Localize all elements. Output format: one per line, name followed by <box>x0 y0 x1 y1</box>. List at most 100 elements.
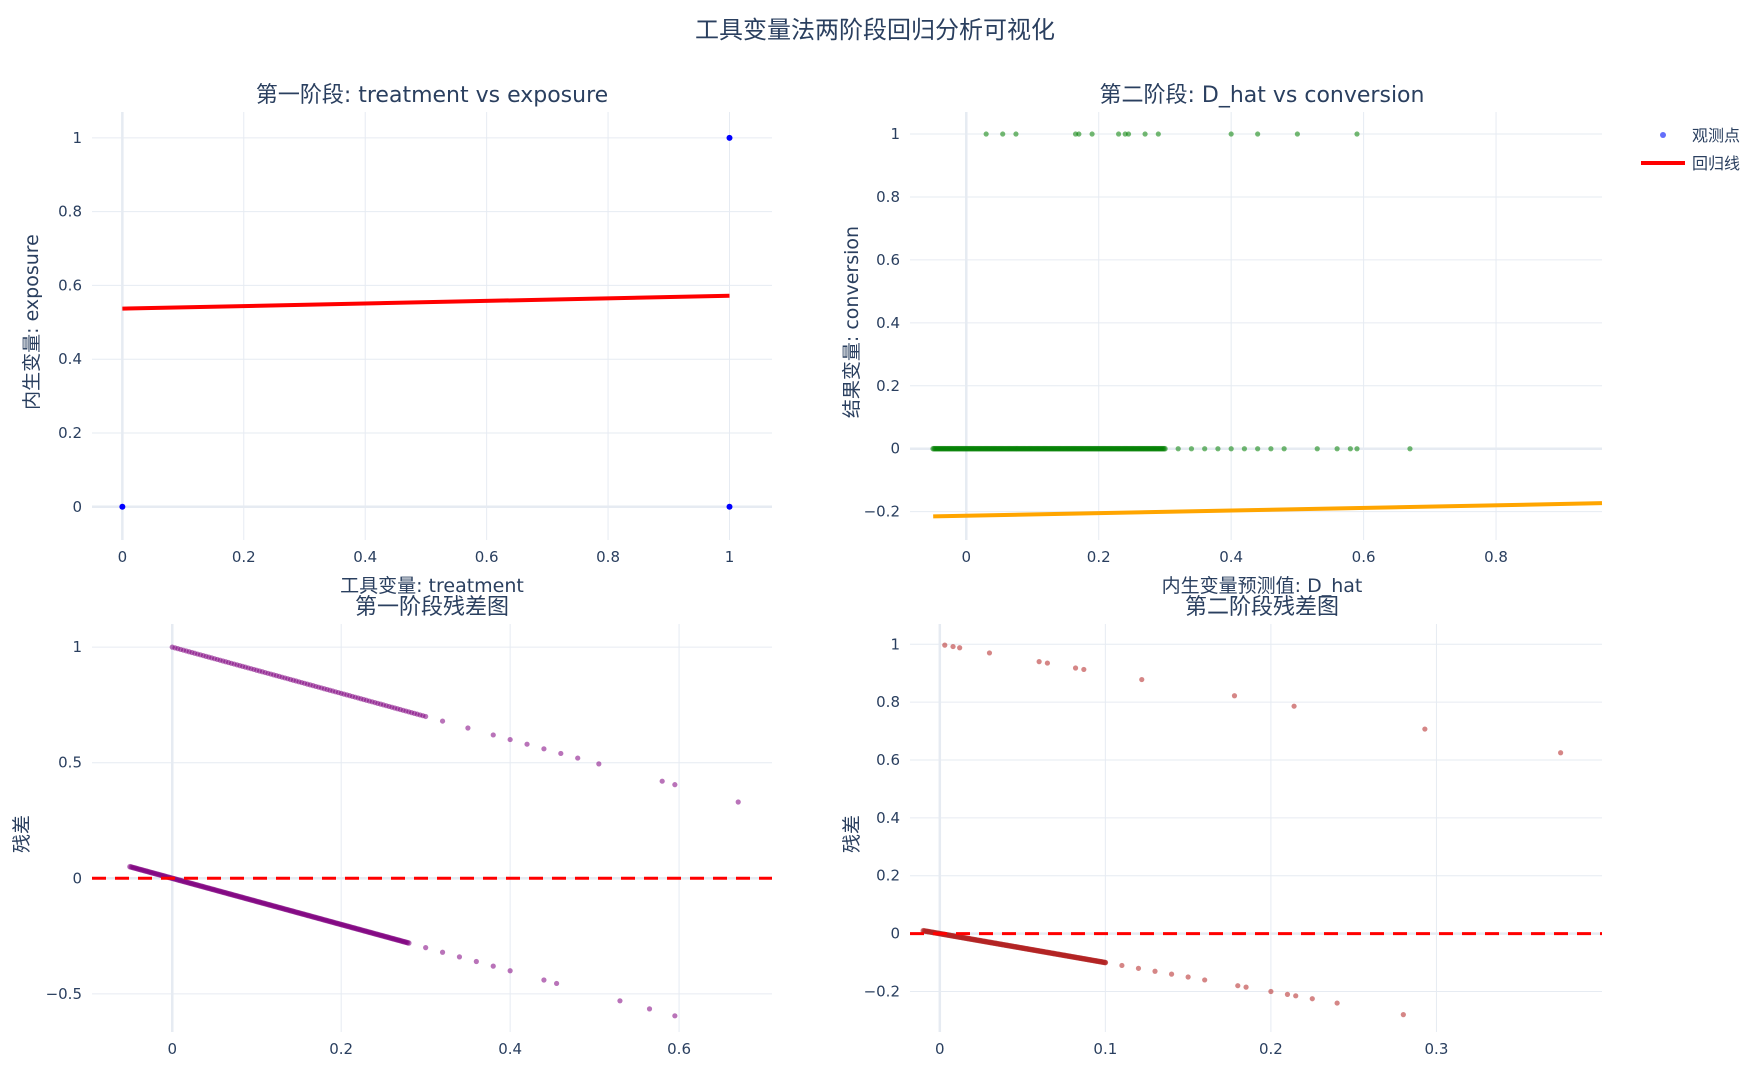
data-point <box>1155 131 1161 137</box>
y-tick-label: 0.4 <box>876 809 900 827</box>
data-point <box>1013 131 1019 137</box>
data-point <box>423 713 429 720</box>
x-tick-label: 0.2 <box>1259 1040 1283 1058</box>
data-point <box>1135 965 1142 971</box>
data-point <box>1044 660 1051 666</box>
data-point <box>1243 984 1249 990</box>
data-point <box>558 750 564 757</box>
x-tick-label: 1 <box>725 548 735 566</box>
panel-title: 第一阶段: treatment vs exposure <box>256 83 608 108</box>
data-point <box>1314 446 1320 452</box>
data-point <box>1293 993 1299 999</box>
data-point <box>1334 1000 1340 1006</box>
data-point <box>575 755 581 761</box>
y-tick-label: 0 <box>890 440 900 458</box>
data-point <box>1081 666 1087 673</box>
data-point <box>1076 131 1082 137</box>
data-point <box>1558 750 1564 756</box>
data-point <box>1125 131 1132 137</box>
data-point <box>1407 446 1413 452</box>
y-tick-label: 0.8 <box>876 188 900 206</box>
data-point <box>1309 996 1315 1002</box>
x-tick-label: 0.6 <box>475 548 499 566</box>
y-tick-label: 0.8 <box>876 693 900 711</box>
x-tick-label: 0 <box>962 548 972 566</box>
data-point <box>456 954 463 960</box>
x-tick-label: 0.8 <box>596 548 620 566</box>
y-tick-label: 0.6 <box>876 251 900 269</box>
x-tick-label: 0.4 <box>498 1040 522 1058</box>
data-point <box>541 746 547 752</box>
y-axis-title: 残差 <box>841 815 863 853</box>
y-tick-label: −0.2 <box>864 503 900 521</box>
data-point <box>672 782 678 788</box>
data-point <box>507 968 513 974</box>
y-tick-label: 0.8 <box>58 203 82 221</box>
x-tick-label: 0 <box>935 1040 945 1058</box>
legend-label-regression[interactable]: 回归线 <box>1692 154 1740 173</box>
data-point <box>1255 446 1261 452</box>
data-point <box>1162 445 1168 452</box>
data-point <box>1215 446 1221 452</box>
data-point <box>1185 974 1191 980</box>
data-point <box>1089 131 1095 137</box>
data-point <box>1281 446 1287 452</box>
data-point <box>617 998 623 1004</box>
data-point <box>1102 959 1108 966</box>
x-tick-label: 0.4 <box>1219 548 1243 566</box>
second-stage-panel: 第二阶段: D_hat vs conversion 内生变量预测值: D_hat… <box>841 83 1603 597</box>
data-point <box>942 642 948 648</box>
data-point <box>507 736 513 743</box>
panel-title: 第一阶段残差图 <box>355 595 509 620</box>
main-title: 工具变量法两阶段回归分析可视化 <box>695 16 1055 44</box>
data-point <box>1228 131 1234 137</box>
data-point <box>1202 446 1208 452</box>
data-point <box>1000 131 1006 137</box>
data-point <box>490 963 496 969</box>
x-tick-label: 0.2 <box>232 548 256 566</box>
data-point <box>726 503 733 510</box>
y-tick-label: 0 <box>72 498 82 516</box>
data-point <box>473 958 479 965</box>
x-tick-label: 0.2 <box>1087 548 1111 566</box>
data-point <box>986 650 993 656</box>
panel-title: 第二阶段: D_hat vs conversion <box>1100 83 1425 108</box>
data-point <box>1400 1012 1406 1018</box>
legend-marker-icon[interactable] <box>1660 132 1666 138</box>
x-tick-label: 0.3 <box>1425 1040 1449 1058</box>
data-point <box>1241 446 1248 452</box>
x-tick-label: 0.1 <box>1093 1040 1117 1058</box>
data-point <box>1139 676 1145 683</box>
data-point <box>553 980 560 987</box>
y-axis-title: 内生变量: exposure <box>21 234 43 410</box>
data-point <box>1142 131 1148 137</box>
data-point <box>596 761 602 767</box>
data-point <box>1231 693 1238 699</box>
y-tick-label: 0.2 <box>876 377 900 395</box>
data-point <box>1255 131 1261 137</box>
data-point <box>119 503 126 510</box>
regression-line <box>933 501 1603 519</box>
x-axis-title: 工具变量: treatment <box>340 575 524 597</box>
data-point <box>1175 446 1181 452</box>
y-tick-label: 0.2 <box>876 867 900 885</box>
data-point <box>1235 983 1241 989</box>
y-axis-title: 结果变量: conversion <box>841 226 863 418</box>
y-tick-label: 1 <box>72 129 82 147</box>
legend-label-observed[interactable]: 观测点 <box>1692 126 1740 145</box>
data-point <box>659 778 665 784</box>
data-point <box>1284 991 1291 997</box>
y-tick-label: 0.4 <box>58 350 82 368</box>
panel-title: 第二阶段残差图 <box>1185 595 1339 620</box>
y-tick-label: 0.6 <box>58 276 82 294</box>
data-point <box>1188 446 1195 452</box>
data-point <box>957 645 963 651</box>
y-tick-label: 0 <box>72 869 82 887</box>
x-tick-label: 0.6 <box>667 1040 691 1058</box>
y-tick-label: 1 <box>890 635 900 653</box>
data-point <box>1268 988 1274 995</box>
data-point <box>439 718 446 724</box>
data-point <box>439 949 446 955</box>
data-point <box>541 977 547 983</box>
